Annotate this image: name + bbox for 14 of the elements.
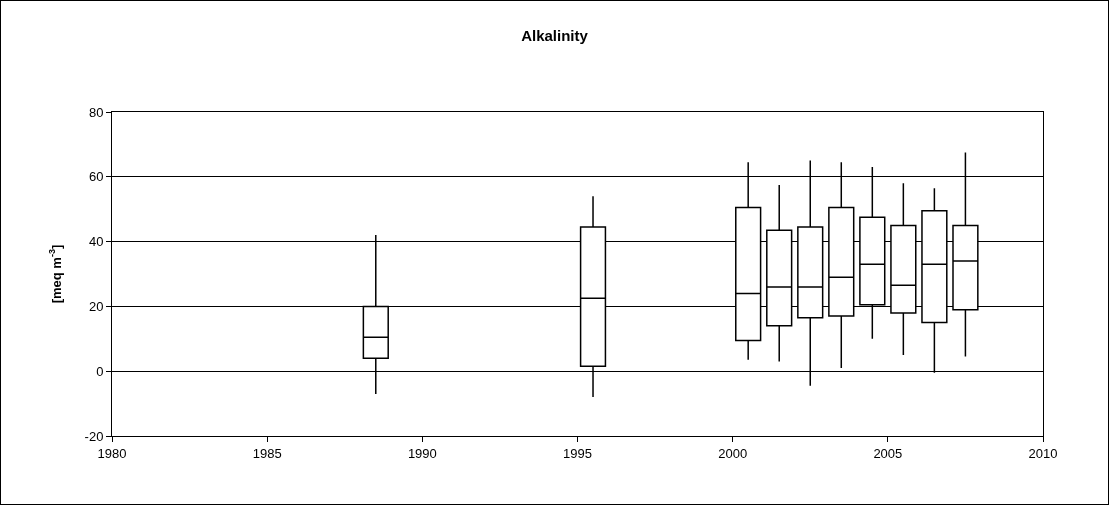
x-tick-label: 1980 [97,445,127,461]
y-tick-label: 40 [88,234,104,250]
y-tick-label: 20 [88,298,104,314]
x-tick-label: 2000 [718,445,748,461]
y-tick-label: 0 [96,363,104,379]
x-tick-label: 1985 [252,445,282,461]
y-tick-label: -20 [84,428,104,444]
x-tick-label: 1995 [563,445,592,461]
y-tick-label: 80 [88,104,104,120]
x-tick-label: 2010 [1028,445,1058,461]
x-tick-label: 2005 [873,445,903,461]
y-tick-label: 60 [88,169,104,185]
chart-title: Alkalinity [521,27,589,45]
x-tick-label: 1990 [407,445,437,461]
